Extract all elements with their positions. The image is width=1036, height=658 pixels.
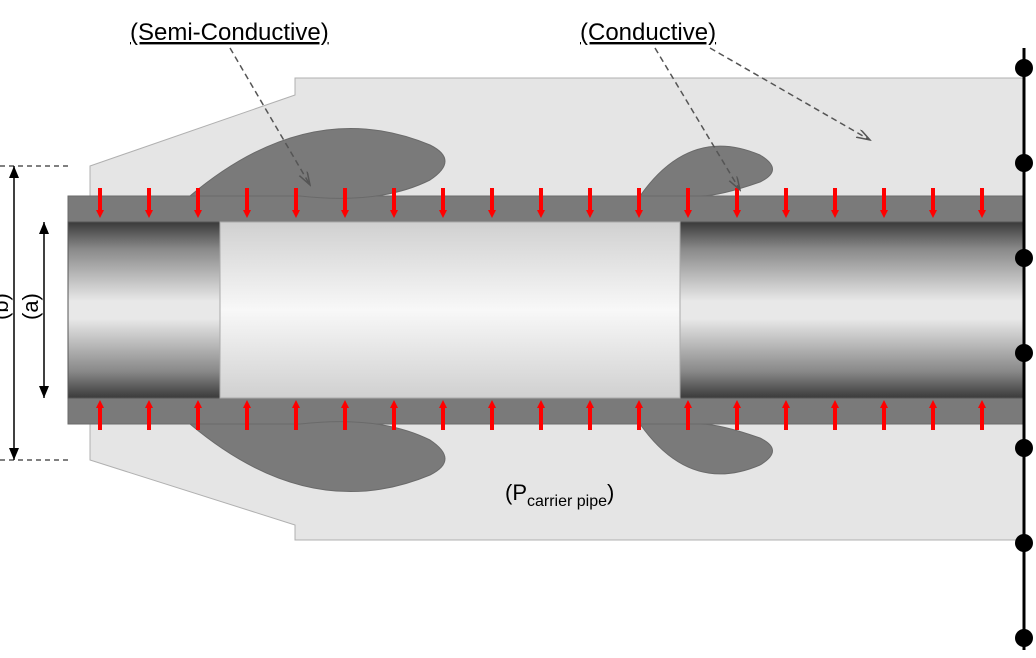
dim-b-label: (b): [0, 293, 13, 320]
dim-b-arrow-top: [9, 166, 19, 178]
dim-b-arrow-bot: [9, 448, 19, 460]
label-semi-conductive: (Semi-Conductive): [130, 19, 329, 46]
dim-a-arrow-bot: [39, 386, 49, 398]
dim-a-label: (a): [18, 293, 43, 320]
label-conductive: (Conductive): [580, 19, 716, 46]
dim-a-arrow-top: [39, 222, 49, 234]
inner-sleeve: [220, 222, 680, 398]
